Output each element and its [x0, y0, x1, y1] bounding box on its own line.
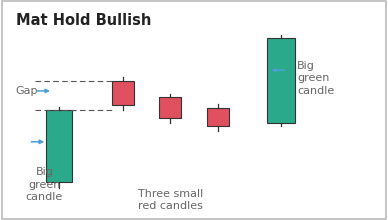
- Text: Big
green
candle: Big green candle: [297, 61, 334, 95]
- Bar: [267, 38, 295, 123]
- Bar: [111, 81, 134, 105]
- Bar: [46, 110, 73, 182]
- Text: Mat Hold Bullish: Mat Hold Bullish: [16, 13, 151, 28]
- Text: Three small
red candles: Three small red candles: [138, 189, 203, 211]
- Bar: [159, 97, 181, 118]
- Text: Gap: Gap: [16, 86, 38, 96]
- Text: Big
green
candle: Big green candle: [26, 167, 63, 202]
- Bar: [207, 108, 229, 126]
